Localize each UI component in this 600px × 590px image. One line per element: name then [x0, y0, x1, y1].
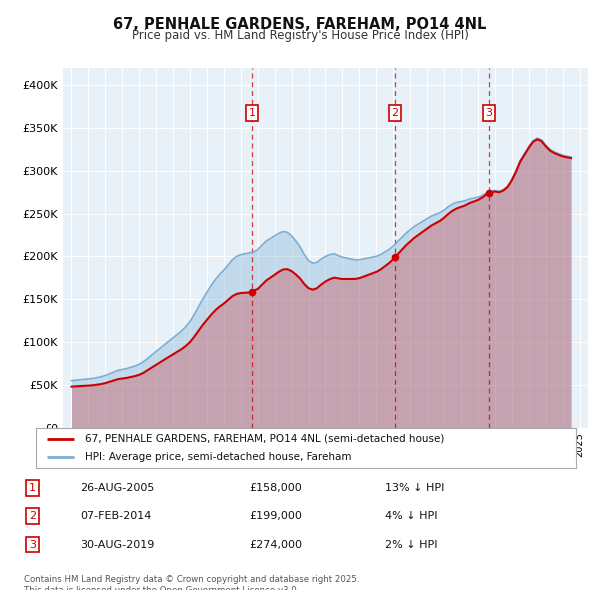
Text: 3: 3	[29, 540, 36, 549]
Text: 1: 1	[248, 108, 256, 118]
Text: £199,000: £199,000	[250, 512, 302, 521]
Text: 1: 1	[29, 483, 36, 493]
Text: HPI: Average price, semi-detached house, Fareham: HPI: Average price, semi-detached house,…	[85, 451, 351, 461]
Text: Price paid vs. HM Land Registry's House Price Index (HPI): Price paid vs. HM Land Registry's House …	[131, 30, 469, 42]
Text: 07-FEB-2014: 07-FEB-2014	[80, 512, 152, 521]
Text: 67, PENHALE GARDENS, FAREHAM, PO14 4NL: 67, PENHALE GARDENS, FAREHAM, PO14 4NL	[113, 17, 487, 31]
Text: £274,000: £274,000	[250, 540, 302, 549]
Text: 13% ↓ HPI: 13% ↓ HPI	[385, 483, 445, 493]
Point	[247, 288, 257, 297]
Point	[390, 253, 400, 262]
Text: 67, PENHALE GARDENS, FAREHAM, PO14 4NL (semi-detached house): 67, PENHALE GARDENS, FAREHAM, PO14 4NL (…	[85, 434, 444, 444]
Text: 4% ↓ HPI: 4% ↓ HPI	[385, 512, 437, 521]
Text: 30-AUG-2019: 30-AUG-2019	[80, 540, 155, 549]
Text: £158,000: £158,000	[250, 483, 302, 493]
Point	[484, 188, 494, 198]
Text: 2: 2	[29, 512, 36, 521]
Text: Contains HM Land Registry data © Crown copyright and database right 2025.
This d: Contains HM Land Registry data © Crown c…	[24, 575, 359, 590]
Text: 26-AUG-2005: 26-AUG-2005	[80, 483, 155, 493]
Text: 2% ↓ HPI: 2% ↓ HPI	[385, 540, 437, 549]
Text: 2: 2	[391, 108, 398, 118]
Text: 3: 3	[485, 108, 493, 118]
